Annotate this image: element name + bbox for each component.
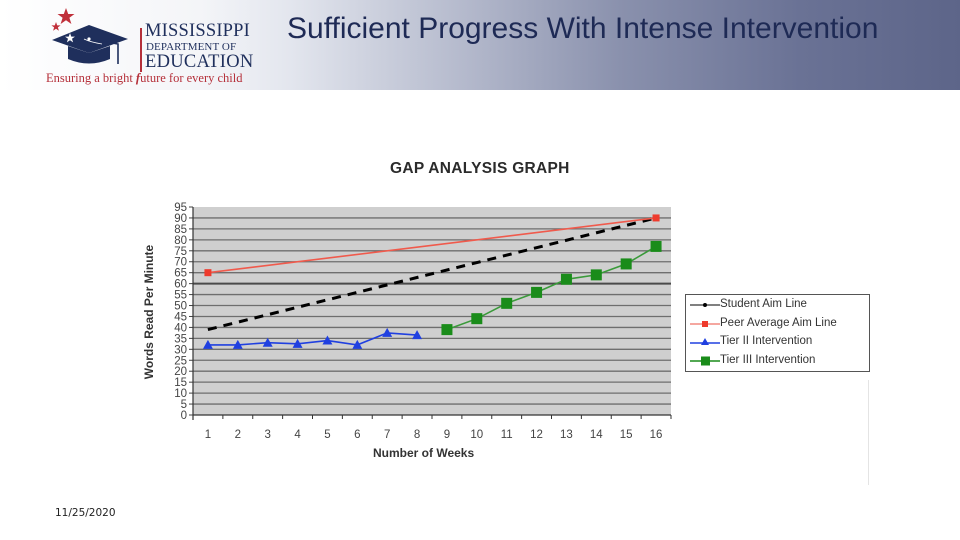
x-tick-label: 15 [620,429,633,441]
tier3-marker [501,297,513,309]
x-axis-label: Number of Weeks [373,446,475,460]
y-tick-label: 5 [181,399,187,411]
tier3-marker [471,313,483,325]
x-tick-label: 7 [384,429,390,441]
footer-date: 11/25/2020 [55,507,116,519]
y-tick-label: 15 [174,377,187,389]
legend-item-peer-aim: Peer Average Aim Line [686,315,866,333]
tier2-marker [292,338,303,348]
x-tick-label: 10 [470,429,483,441]
y-tick-label: 0 [181,410,187,422]
y-tick-label: 85 [174,224,187,236]
x-tick-label: 14 [590,429,603,441]
x-tick-label: 12 [530,429,543,441]
legend-item-tier3: Tier III Intervention [686,352,866,370]
tier3-square-icon [690,356,720,366]
y-tick-label: 60 [174,279,187,291]
logo-text-department: DEPARTMENT OF [146,41,237,53]
logo-text-mississippi: MISSISSIPPI [145,21,251,41]
tagline-emphasis: f [135,71,141,85]
tier2-triangle-icon [690,338,720,345]
x-tick-label: 4 [294,429,301,441]
series-line-2 [207,332,418,346]
y-tick-label: 45 [174,311,187,323]
tier3-marker [650,240,662,252]
plot-area [193,207,671,415]
slide-header: MISSISSIPPI DEPARTMENT OF EDUCATION Ensu… [0,0,960,90]
peer-aim-marker [204,269,212,277]
logo-tagline: Ensuring a bright future for every child [46,71,242,85]
y-tick-label: 25 [174,355,187,367]
slide-title: Sufficient Progress With Intense Interve… [287,12,879,45]
tier2-marker [352,339,363,349]
tier3-marker [560,273,572,285]
peer-aim-line-icon [690,321,720,327]
tier2-marker [202,339,213,349]
chart-legend: Student Aim Line Peer Average Aim Line T… [685,294,870,372]
y-tick-label: 50 [174,301,187,313]
y-tick-label: 95 [174,202,187,214]
legend-label: Peer Average Aim Line [720,317,837,329]
legend-label: Tier II Intervention [720,335,813,347]
tier2-marker [232,339,243,349]
tier2-marker [322,335,333,345]
logo-divider [140,28,142,72]
tagline-part: uture for every child [140,71,243,85]
x-tick-label: 9 [444,429,450,441]
legend-label: Tier III Intervention [720,354,816,366]
y-tick-label: 10 [174,388,187,400]
y-tick-label: 90 [174,213,187,225]
x-tick-label: 8 [414,429,420,441]
tagline-part: Ensuring a bright [46,71,136,85]
legend-item-tier2: Tier II Intervention [686,333,866,351]
x-tick-label: 2 [235,429,241,441]
graduation-cap-icon [51,8,128,64]
mde-logo: MISSISSIPPI DEPARTMENT OF EDUCATION Ensu… [44,6,274,86]
y-tick-label: 20 [174,366,187,378]
y-tick-label: 40 [174,322,187,334]
tier2-marker [262,337,273,347]
student-aim-line-icon [690,303,720,307]
chart-title: GAP ANALYSIS GRAPH [390,160,570,177]
x-tick-label: 11 [501,429,513,441]
series-line-0 [207,216,657,332]
y-tick-label: 35 [174,333,187,345]
tier3-marker [441,324,453,336]
tier3-marker [531,286,543,298]
y-tick-label: 55 [174,290,187,302]
divider-line [868,380,869,485]
y-tick-label: 70 [174,257,187,269]
series-line-1 [207,217,657,274]
x-tick-label: 3 [264,429,270,441]
tier3-marker [620,258,632,270]
legend-item-student-aim: Student Aim Line [686,296,866,314]
x-tick-label: 13 [560,429,573,441]
x-tick-label: 1 [205,429,211,441]
y-tick-label: 65 [174,268,187,280]
legend-label: Student Aim Line [720,298,807,310]
y-axis-label: Words Read Per Minute [142,244,156,380]
tier2-marker [412,330,423,340]
x-tick-label: 6 [354,429,360,441]
y-tick-label: 80 [174,235,187,247]
x-tick-label: 5 [324,429,330,441]
tier3-marker [590,269,602,281]
y-tick-label: 75 [174,246,187,258]
x-tick-label: 16 [650,429,663,441]
y-tick-label: 30 [174,344,187,356]
tier2-marker [382,327,393,337]
logo-text-education: EDUCATION [145,52,254,72]
peer-aim-marker [652,214,660,222]
